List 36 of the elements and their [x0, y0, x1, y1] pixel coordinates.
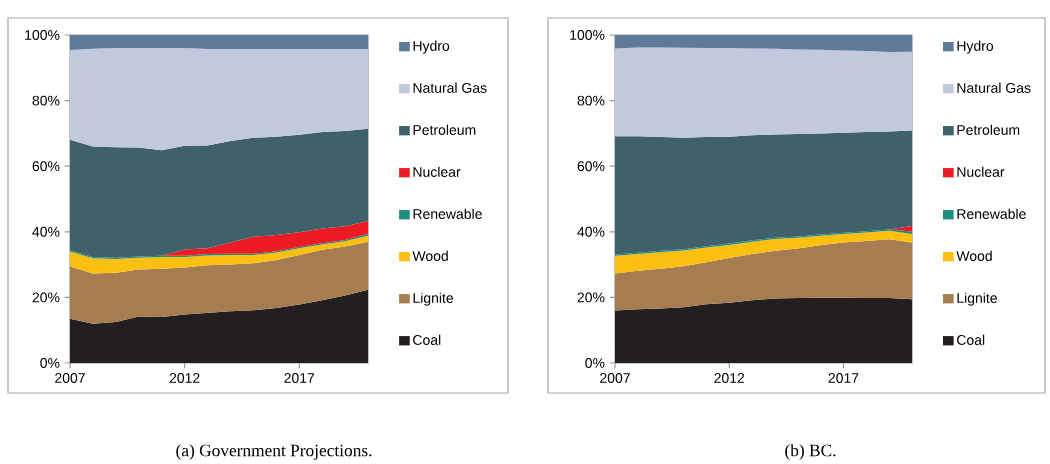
y-tick-label: 40%: [577, 226, 605, 237]
legend-label: Wood: [412, 250, 448, 261]
legend-label: Hydro: [413, 40, 450, 54]
y-tick-label: 60%: [32, 161, 60, 172]
legend-label: Petroleum: [957, 124, 1020, 135]
legend-label: Nuclear: [413, 166, 461, 177]
y-tick-label: 0%: [585, 357, 605, 368]
legend-label: Natural Gas: [413, 82, 487, 93]
text: (a) Government Projections.: [176, 444, 372, 460]
y-tick-label: 20%: [577, 292, 605, 303]
legend-label: Coal: [957, 334, 985, 345]
legend-label: Wood: [956, 250, 992, 261]
text: (b) BC.: [785, 444, 836, 460]
y-tick-label: 80%: [577, 95, 605, 106]
x-tick-label: 2007: [55, 372, 85, 383]
y-tick-label: 0%: [40, 357, 60, 368]
x-tick-label: 2017: [284, 372, 315, 383]
legend-label: Lignite: [413, 292, 454, 306]
y-tick-label: 60%: [577, 161, 605, 172]
legend-label: Hydro: [957, 40, 994, 54]
y-tick-label: 80%: [32, 95, 60, 106]
y-tick-label: 100%: [570, 29, 605, 40]
legend-label: Petroleum: [413, 124, 476, 135]
legend-label: Nuclear: [957, 166, 1005, 177]
y-tick-label: 20%: [32, 292, 60, 303]
x-tick-label: 2012: [714, 372, 745, 383]
legend-label: Renewable: [957, 208, 1026, 219]
legend-label: Coal: [413, 334, 441, 345]
x-tick-label: 2017: [828, 372, 859, 383]
y-tick-label: 100%: [25, 29, 60, 40]
legend-label: Renewable: [413, 208, 482, 219]
y-tick-label: 40%: [32, 226, 60, 237]
x-tick-label: 2007: [600, 372, 630, 383]
legend-label: Natural Gas: [957, 82, 1031, 93]
x-tick-label: 2012: [169, 372, 200, 383]
legend-label: Lignite: [957, 292, 997, 306]
